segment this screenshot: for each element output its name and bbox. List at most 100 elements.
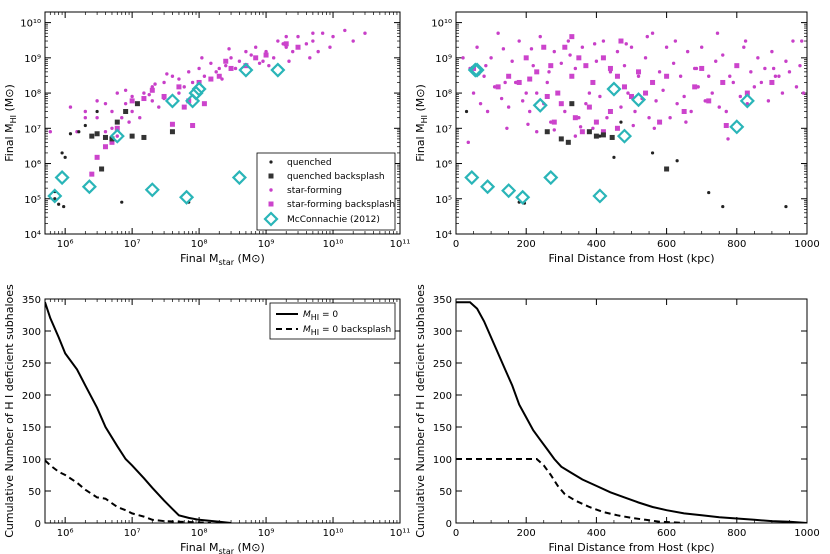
- star-forming-point: [673, 39, 678, 43]
- star-forming-backsplash-point: [590, 79, 596, 85]
- star-forming-point: [545, 80, 549, 85]
- star-forming-point: [766, 99, 771, 103]
- star-forming-point: [227, 47, 231, 51]
- quenched-point: [62, 204, 66, 209]
- star-forming-point: [531, 63, 535, 68]
- quenched-point: [598, 134, 602, 138]
- star-forming-point: [759, 80, 764, 85]
- x-tick-label: 10¹¹: [390, 528, 411, 539]
- x-tick-label: 10⁹: [258, 239, 275, 250]
- ylabel-sun: ⊙: [3, 89, 16, 98]
- mcconnachie-point: [501, 183, 517, 199]
- star-forming-backsplash-point: [186, 98, 192, 104]
- star-forming-point: [584, 101, 588, 106]
- legend-entry: star-forming: [287, 186, 342, 196]
- mcconnachie-point: [238, 62, 254, 78]
- star-forming-backsplash-point: [650, 79, 656, 85]
- mcconnachie-point: [164, 93, 181, 109]
- xlabel-sun: ⊙: [251, 252, 260, 265]
- legend-entry: quenched backsplash: [287, 172, 385, 182]
- y-tick-label: 300: [22, 327, 41, 338]
- star-forming-point: [284, 45, 288, 49]
- plot-area: [47, 28, 367, 209]
- legend-math: M: [303, 310, 311, 320]
- y-axis-label: Final MHI (M⊙): [414, 84, 429, 162]
- star-forming-point: [594, 59, 599, 63]
- y-axis-label: Cumulative Number of H I deficient subha…: [3, 284, 16, 538]
- y-tick-label: 10⁵: [435, 195, 452, 206]
- quenched-point: [650, 151, 655, 155]
- quenched-backsplash-point: [141, 134, 147, 140]
- star-forming-backsplash-point: [181, 104, 187, 110]
- y-tick-label: 10⁷: [435, 124, 452, 135]
- star-forming-point: [664, 45, 669, 49]
- star-forming-point: [229, 56, 233, 60]
- star-forming-point: [694, 66, 699, 71]
- star-forming-backsplash-point: [681, 108, 687, 114]
- star-forming-backsplash-point: [216, 73, 222, 79]
- star-forming-point: [123, 101, 128, 106]
- star-forming-point: [777, 74, 781, 78]
- star-forming-point: [517, 39, 521, 43]
- star-forming-point: [177, 77, 181, 81]
- ylabel-sub: HI: [9, 115, 18, 123]
- legend-entry: MHI = 0: [303, 310, 338, 322]
- quenched-point: [57, 202, 61, 206]
- star-forming-point: [538, 34, 542, 39]
- legend-sub: HI: [311, 313, 319, 322]
- y-tick-label: 50: [28, 487, 41, 498]
- star-forming-point: [95, 99, 99, 103]
- star-forming-backsplash-point: [657, 119, 663, 125]
- star-forming-backsplash-point: [720, 79, 726, 85]
- mcconnachie-point: [144, 182, 160, 198]
- y-tick-label: 100: [22, 455, 41, 466]
- quenched-point: [675, 159, 679, 163]
- quenched-point: [707, 190, 711, 195]
- star-forming-point: [214, 70, 218, 74]
- star-forming-point: [724, 109, 728, 114]
- x-tick-label: 600: [657, 239, 676, 250]
- quenched-point: [95, 109, 99, 114]
- ylabel-sun: ⊙: [414, 89, 427, 98]
- y-tick-label: 50: [439, 487, 452, 498]
- star-forming-point: [506, 105, 511, 109]
- legend-entry: star-forming backsplash: [287, 200, 395, 210]
- star-forming-point: [478, 101, 483, 106]
- star-forming-point: [622, 63, 627, 68]
- star-forming-point: [95, 115, 99, 120]
- star-forming-point: [650, 31, 655, 35]
- star-forming-point: [728, 74, 732, 78]
- star-forming-point: [801, 91, 806, 95]
- quenched-backsplash-point: [102, 134, 108, 140]
- star-forming-point: [237, 59, 242, 63]
- star-forming-backsplash-point: [263, 52, 269, 58]
- y-tick-label: 10⁴: [435, 230, 452, 241]
- x-tick-label: 10¹⁰: [323, 528, 344, 539]
- star-forming-point: [710, 91, 714, 95]
- star-forming-point: [363, 31, 367, 35]
- star-forming-point: [276, 39, 280, 43]
- star-forming-point: [150, 85, 154, 89]
- star-forming-backsplash-point: [600, 55, 606, 61]
- panel-mass-vs-mstar: 10⁶ 10⁷ 10⁸ 10⁹ 10¹⁰ 10¹¹ 10⁴ 10⁵ 10⁶ 10⁷ 10⁸ 10⁹ 10…: [3, 11, 410, 267]
- star-forming-point: [209, 61, 213, 65]
- y-tick-label: 0: [35, 519, 41, 530]
- y-tick-label: 10⁴: [24, 230, 41, 241]
- star-forming-backsplash-point: [558, 101, 564, 107]
- star-forming-point: [316, 49, 320, 54]
- star-forming-point: [794, 85, 799, 89]
- ylabel-main: Final M: [414, 123, 427, 161]
- star-forming-backsplash-point: [643, 90, 649, 96]
- star-forming-point: [654, 99, 658, 103]
- legend-marker-quenched: [269, 160, 273, 164]
- star-forming-point: [700, 45, 704, 49]
- quenched-point: [83, 123, 87, 128]
- star-forming-point: [608, 70, 613, 74]
- star-forming-point: [763, 66, 767, 71]
- quenched-point: [68, 132, 73, 136]
- star-forming-backsplash-point: [706, 98, 712, 104]
- x-tick-label: 0: [453, 239, 459, 250]
- star-forming-point: [499, 96, 504, 101]
- x-tick-label: 0: [453, 528, 459, 539]
